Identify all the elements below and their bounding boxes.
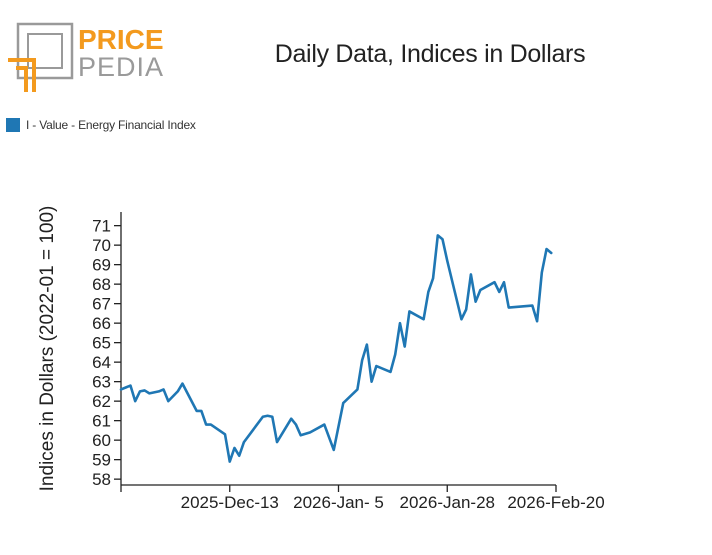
x-tick-label: 2026-Feb-20	[507, 493, 604, 512]
y-tick-label: 65	[92, 334, 111, 353]
plot-area	[119, 234, 553, 463]
y-tick-label: 59	[92, 451, 111, 470]
y-tick-label: 68	[92, 275, 111, 294]
pricepedia-logo: PRICE PEDIA	[8, 22, 164, 92]
legend-swatch	[6, 118, 20, 132]
logo-corner-inner	[16, 66, 28, 92]
y-tick-label: 60	[92, 431, 111, 450]
y-axis-title: Indices in Dollars (2022-01 = 100)	[37, 206, 58, 492]
legend-label: I - Value - Energy Financial Index	[26, 118, 196, 132]
x-tick-label: 2025-Dec-13	[181, 493, 279, 512]
y-tick-label: 70	[92, 236, 111, 255]
logo-corner-outer	[8, 58, 36, 92]
logo-text-top: PRICE	[78, 24, 164, 55]
x-axis: 2025-Dec-13 2026-Jan- 5 2026-Jan-28 2026-Fe…	[120, 484, 605, 512]
logo-square-inner	[27, 33, 63, 69]
y-tick-label: 71	[92, 217, 111, 236]
x-tick-label: 2026-Jan- 5	[293, 493, 384, 512]
y-tick-label: 69	[92, 256, 111, 275]
chart-title: Daily Data, Indices in Dollars	[274, 40, 586, 68]
y-tick-label: 61	[92, 412, 111, 431]
legend[interactable]: I - Value - Energy Financial Index	[6, 118, 196, 132]
y-tick-label: 63	[92, 373, 111, 392]
logo-square-outer	[16, 22, 74, 80]
y-tick-label: 58	[92, 470, 111, 489]
y-tick-label: 67	[92, 295, 111, 314]
y-tick-label: 66	[92, 314, 111, 333]
x-tick-label: 2026-Jan-28	[400, 493, 495, 512]
y-tick-label: 64	[92, 353, 111, 372]
logo-text-bottom: PEDIA	[78, 52, 164, 82]
series-line	[119, 234, 553, 463]
y-tick-label: 62	[92, 392, 111, 411]
